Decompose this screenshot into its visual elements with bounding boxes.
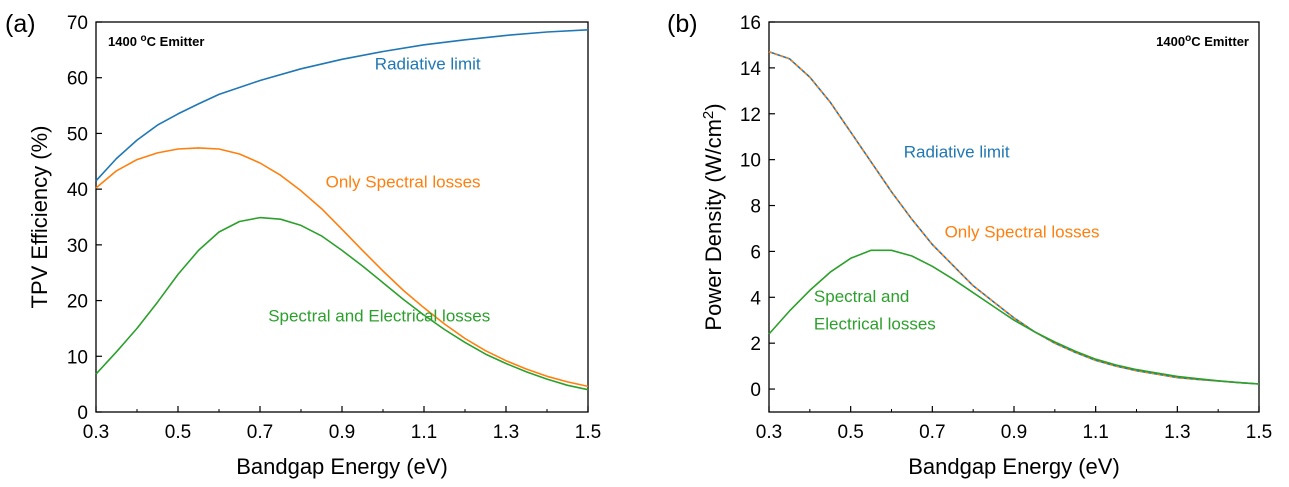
panel-label: (b) — [667, 10, 698, 38]
series-line-only-spectral-losses — [768, 51, 1260, 385]
y-tick-label: 12 — [740, 105, 761, 126]
y-tick-label: 14 — [740, 59, 762, 80]
y-tick-label: 6 — [750, 242, 761, 263]
y-tick-label: 8 — [750, 197, 761, 218]
series-line-radiative-limit — [95, 29, 589, 182]
series-annotation: Electrical losses — [814, 314, 936, 333]
x-tick-label: 1.5 — [1246, 422, 1272, 443]
series-line-radiative-limit — [768, 51, 1260, 385]
x-tick-label: 0.7 — [919, 422, 945, 443]
y-tick-label: 16 — [740, 13, 761, 34]
series-line-spectral-and-electrical-losses — [95, 216, 589, 391]
plot-frame — [95, 21, 589, 413]
series-annotation: Spectral and Electrical losses — [268, 307, 490, 326]
series-line-spectral-and-electrical-losses — [768, 249, 1260, 385]
x-tick-label: 0.9 — [1001, 422, 1027, 443]
emitter-label: 1400oC Emitter — [1156, 33, 1249, 50]
x-tick-label: 0.7 — [247, 422, 273, 443]
plot-frame — [768, 21, 1260, 413]
x-tick-label: 1.3 — [493, 422, 519, 443]
series-annotation: Only Spectral losses — [945, 223, 1100, 242]
x-tick-label: 0.5 — [165, 422, 191, 443]
x-axis-label: Bandgap Energy (eV) — [236, 454, 448, 479]
x-tick-label: 1.3 — [1164, 422, 1190, 443]
x-tick-label: 0.9 — [329, 422, 355, 443]
x-tick-label: 0.5 — [837, 422, 863, 443]
series-annotation: Spectral and — [814, 287, 909, 306]
y-axis-label: Power Density (W/cm2) — [700, 103, 727, 330]
panel-label: (a) — [5, 10, 36, 38]
y-tick-label: 0 — [750, 380, 761, 401]
y-tick-label: 70 — [67, 13, 88, 34]
y-tick-label: 60 — [67, 69, 88, 90]
x-tick-label: 1.1 — [1082, 422, 1108, 443]
x-axis-label: Bandgap Energy (eV) — [908, 454, 1120, 479]
series-line-only-spectral-losses — [95, 147, 589, 388]
series-annotation: Radiative limit — [904, 142, 1010, 161]
y-tick-label: 50 — [67, 124, 88, 145]
x-tick-label: 1.5 — [575, 422, 601, 443]
x-tick-label: 0.3 — [756, 422, 782, 443]
y-axis-label: TPV Efficiency (%) — [27, 126, 52, 309]
y-tick-label: 20 — [67, 292, 88, 313]
y-tick-label: 0 — [77, 403, 88, 424]
y-tick-label: 10 — [67, 347, 88, 368]
x-tick-label: 0.3 — [83, 422, 109, 443]
series-annotation: Only Spectral losses — [326, 172, 481, 191]
series-annotation: Radiative limit — [375, 54, 481, 73]
y-tick-label: 30 — [67, 236, 88, 257]
y-tick-label: 40 — [67, 180, 88, 201]
chart-panel-b: (b) 0.3 0.5 0.7 0.9 1.1 1.3 1.5 0 2 4 6 8 10 12 14 16 Ban… — [667, 10, 1272, 479]
y-tick-label: 2 — [750, 334, 761, 355]
y-tick-label: 4 — [750, 288, 761, 309]
x-tick-label: 1.1 — [411, 422, 437, 443]
chart-panel-a: (a) 0.3 0.5 0.7 0.9 1.1 1.3 1.5 0 10 20 30 40 50 60 70 B… — [5, 10, 601, 479]
emitter-label: 1400 oC Emitter — [108, 33, 204, 50]
y-tick-label: 10 — [740, 151, 761, 172]
